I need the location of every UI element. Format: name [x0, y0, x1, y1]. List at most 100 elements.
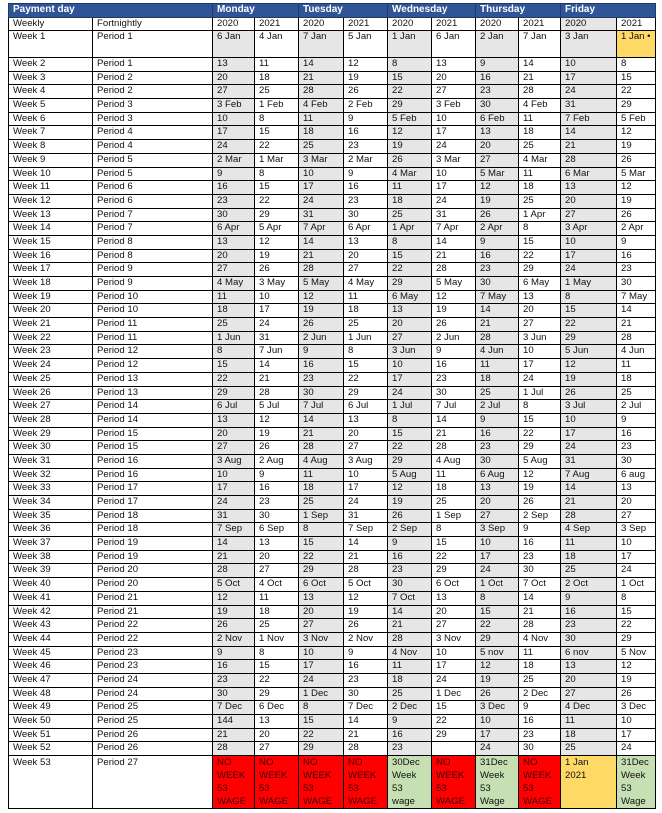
- tuesday-2021-cell: 19: [343, 70, 389, 86]
- week-cell: Week 10: [8, 166, 93, 182]
- thursday-2020-cell: 16: [475, 248, 520, 264]
- thursday-2020-cell: 5 Mar: [475, 166, 520, 182]
- tuesday-2020-cell: 30: [298, 385, 345, 401]
- friday-2021-cell: 29: [616, 98, 657, 113]
- period-cell: Period 24: [91, 686, 214, 702]
- monday-2021-cell: 16: [254, 481, 300, 496]
- friday-2021-cell: 15: [616, 604, 657, 620]
- thursday-2021-cell: 4 Mar: [518, 152, 562, 168]
- wednesday-2021-cell: 29: [431, 563, 477, 579]
- thursday-2021-cell: 23: [518, 727, 562, 743]
- thursday-2020-cell: 27: [475, 152, 520, 168]
- table-row: Week 29 Period 15 20 19 21 20 15 21 16 22 17 16: [8, 426, 657, 442]
- friday-2020-cell: 18: [560, 549, 618, 565]
- table-row: Week 17 Period 9 27 26 28 27 22 28 23 29 24 23: [8, 262, 657, 277]
- monday-2020-cell: 18: [212, 303, 256, 319]
- monday-2020-cell: 144: [212, 714, 256, 729]
- wednesday-2020-cell: 29: [387, 276, 433, 291]
- payment-day-header: Payment day: [7, 3, 214, 18]
- period-cell: Period 26: [91, 727, 214, 743]
- monday-2020-cell: 10: [212, 467, 256, 483]
- thursday-2020-cell: 15: [475, 604, 520, 620]
- table-row: Week 42 Period 21 19 18 20 19 14 20 15 21 16 15: [8, 604, 657, 620]
- period-cell: Period 20: [91, 563, 214, 579]
- thursday-2021-cell: 2 Sep: [518, 508, 562, 524]
- friday-2021-cell: 25: [616, 385, 657, 401]
- week-cell: Week 12: [8, 193, 93, 209]
- monday-2021-cell: 29: [254, 686, 300, 702]
- thursday-2020-cell: 9: [475, 412, 520, 428]
- tuesday-2021-cell: 13: [343, 234, 389, 250]
- friday-2021-cell: 31Dec Week 53 Wage: [616, 755, 657, 810]
- tuesday-2020-cell: 23: [298, 371, 345, 387]
- monday-2021-cell: 8: [254, 111, 300, 127]
- wednesday-2020-cell: 22: [387, 84, 433, 100]
- table-row: Week 24 Period 12 15 14 16 15 10 16 11 17 12 11: [8, 358, 657, 373]
- monday-2021-cell: 19: [254, 426, 300, 442]
- wednesday-2020-cell: 1 Jan: [387, 30, 433, 58]
- wednesday-2020-cell: 19: [387, 139, 433, 154]
- wednesday-2020-cell: 18: [387, 672, 433, 688]
- wednesday-2021-cell: 14: [431, 412, 477, 428]
- friday-2020-cell: 11: [560, 714, 618, 729]
- friday-2020-cell: 21: [560, 139, 618, 154]
- week-cell: Week 1: [8, 30, 93, 58]
- year-label: 2020: [560, 17, 618, 31]
- week-cell: Week 42: [8, 604, 93, 620]
- year-label: 2020: [212, 17, 256, 31]
- week-cell: Week 16: [8, 248, 93, 264]
- thursday-2021-cell: 18: [518, 180, 562, 195]
- tuesday-2020-cell: 29: [298, 741, 345, 757]
- friday-2020-cell: 6 Mar: [560, 166, 618, 182]
- wednesday-2020-cell: 2 Sep: [387, 522, 433, 538]
- table-row: Week 20 Period 10 18 17 19 18 13 19 14 20 15 14: [8, 303, 657, 319]
- friday-2021-cell: 17: [616, 727, 657, 743]
- tuesday-2021-cell: 2 Feb: [343, 98, 389, 113]
- weekly-label: Weekly: [8, 17, 93, 31]
- thursday-2021-cell: 26: [518, 495, 562, 510]
- wednesday-2020-cell: 1 Apr: [387, 221, 433, 236]
- week-cell: Week 18: [8, 276, 93, 291]
- period-cell: Period 17: [91, 481, 214, 496]
- thursday-2020-cell: 11: [475, 358, 520, 373]
- wednesday-2021-cell: 18: [431, 481, 477, 496]
- friday-2021-cell: 10: [616, 714, 657, 729]
- monday-2021-cell: 7 Jun: [254, 344, 300, 360]
- thursday-2020-cell: 13: [475, 481, 520, 496]
- period-cell: Period 22: [91, 618, 214, 633]
- period-cell: Period 5: [91, 166, 214, 182]
- tuesday-2021-cell: 16: [343, 180, 389, 195]
- week-cell: Week 23: [8, 344, 93, 360]
- friday-2021-cell: 8: [616, 57, 657, 72]
- thursday-2021-cell: 4 Feb: [518, 98, 562, 113]
- thursday-2020-cell: 24: [475, 741, 520, 757]
- wednesday-2020-cell: 25: [387, 207, 433, 223]
- period-cell: Period 27: [91, 755, 214, 810]
- thursday-2021-cell: 25: [518, 672, 562, 688]
- tuesday-2021-cell: 5 Jan: [343, 30, 389, 58]
- header-row: Payment day Monday Tuesday Wednesday Thu…: [7, 3, 657, 18]
- friday-2020-cell: 3 Jul: [560, 399, 618, 414]
- period-cell: Period 19: [91, 536, 214, 551]
- thursday-2020-cell: 20: [475, 495, 520, 510]
- thursday-2021-cell: 1 Apr: [518, 207, 562, 223]
- friday-2021-cell: 11: [616, 358, 657, 373]
- friday-2021-cell: 2 Jul: [616, 399, 657, 414]
- thursday-2021-cell: 29: [518, 440, 562, 455]
- tuesday-2020-cell: 9: [298, 344, 345, 360]
- monday-2021-cell: 3 May: [254, 276, 300, 291]
- thursday-2021-cell: 2 Dec: [518, 686, 562, 702]
- monday-2021-cell: 5 Jul: [254, 399, 300, 414]
- week-cell: Week 40: [8, 577, 93, 592]
- friday-2021-cell: 8: [616, 590, 657, 606]
- monday-2021-cell: 31: [254, 330, 300, 346]
- thursday-2020-cell: 25: [475, 385, 520, 401]
- wednesday-2021-cell: 25: [431, 495, 477, 510]
- thursday-2021-cell: 22: [518, 426, 562, 442]
- thursday-2021-cell: 25: [518, 139, 562, 154]
- wednesday-2020-cell: 4 Nov: [387, 645, 433, 661]
- thursday-2020-cell: 2 Apr: [475, 221, 520, 236]
- wednesday-2021-cell: 17: [431, 125, 477, 141]
- thursday-2021-cell: 8: [518, 399, 562, 414]
